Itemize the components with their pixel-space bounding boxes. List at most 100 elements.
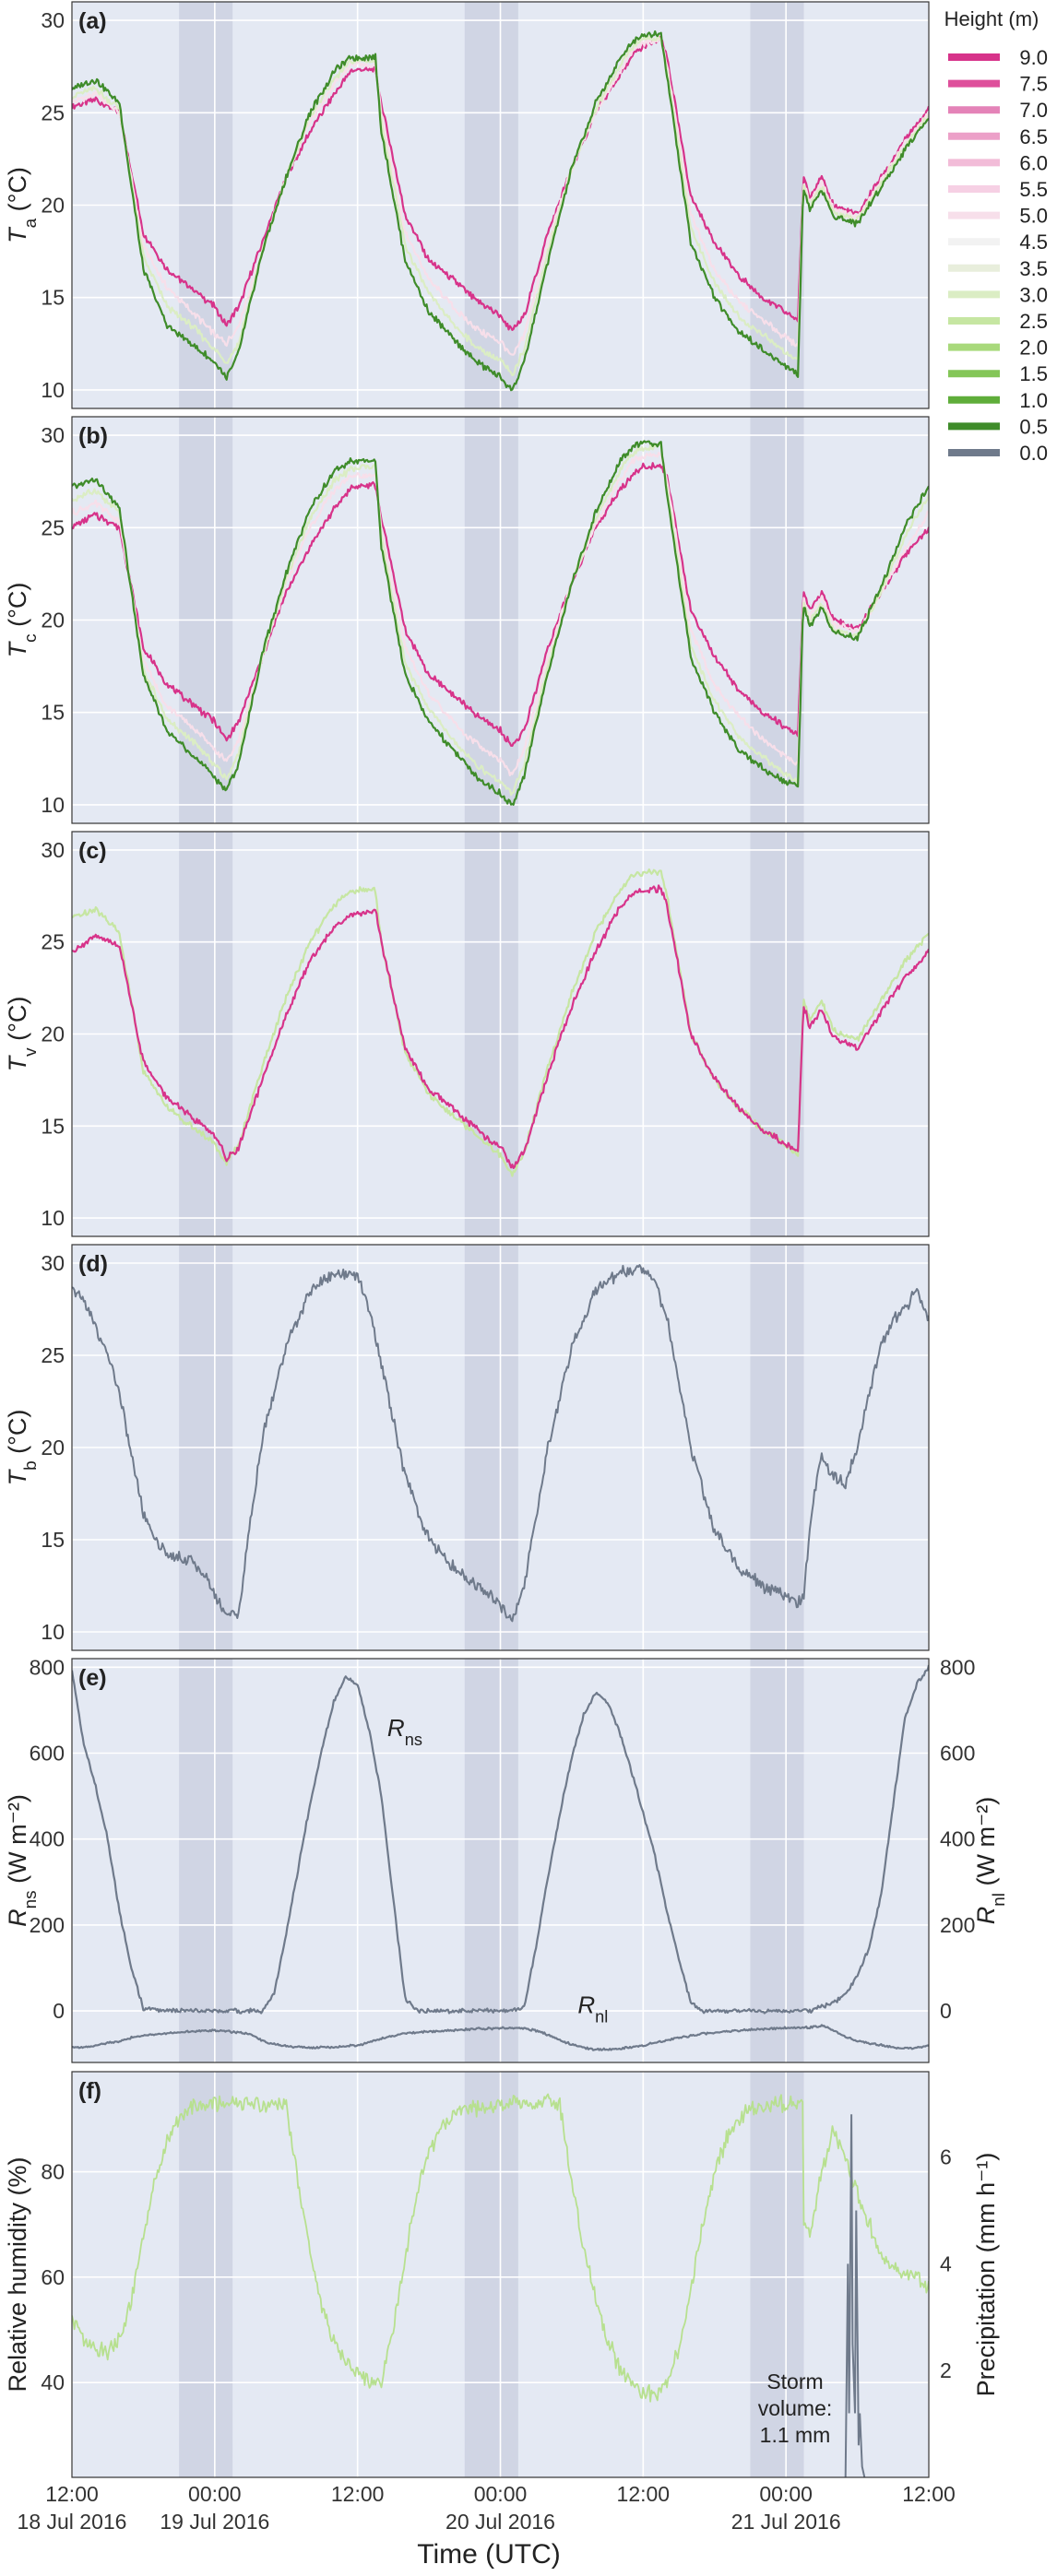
series-label: Rns [387, 1714, 422, 1749]
y-tick-label: 200 [30, 1913, 65, 1937]
chart-panel-a: 10 15 20 25 30 Ta (°C) (a) [4, 1, 930, 409]
y-tick-label: 800 [30, 1655, 65, 1679]
night-band [179, 1659, 233, 2062]
legend-label: 2.0 [1019, 337, 1048, 360]
plot-frame [71, 2071, 930, 2478]
y2-tick-label: 6 [940, 2145, 952, 2169]
series-line [72, 1264, 929, 1623]
x-tick-label: 00:00 [759, 2482, 813, 2506]
plot-frame [71, 1658, 930, 2063]
x-tick-label: 12:00 [331, 2482, 385, 2506]
plot-frame [71, 831, 930, 1237]
y2-axis-title: Precipitation (mm h⁻¹) [972, 2153, 1000, 2397]
series-line [72, 462, 929, 747]
y-tick-label: 25 [41, 1343, 65, 1367]
series-line [72, 35, 929, 356]
y-tick-label: 30 [41, 1251, 65, 1275]
chart-panel-e: 0 200 400 600 800 0 200 400 600 800 Rns (W m⁻²) Rnl… [4, 1655, 1009, 2063]
series-group [72, 868, 929, 1177]
y2-tick-label: 200 [940, 1913, 975, 1937]
y-tick-label: 20 [41, 1436, 65, 1459]
panel-label: (d) [78, 1251, 108, 1277]
x-tick-label: 12:00 [617, 2482, 671, 2506]
y-axis-title: Ta (°C) [4, 167, 41, 243]
legend: Height (m) 9.0 7.5 7.0 6.5 6.0 5.5 5.04.5 3.5 3.0… [944, 7, 1048, 465]
y2-axis-title: Rnl (W m⁻²) [972, 1797, 1009, 1924]
plot-frame [71, 1244, 930, 1651]
y-axis-title: Rns (W m⁻²) [4, 1794, 41, 1927]
panel-label: (e) [78, 1665, 107, 1691]
plot-frame [71, 1, 930, 409]
x-tick-label: 00:00 [188, 2482, 242, 2506]
y-tick-label: 30 [41, 838, 65, 862]
x-axis-title: Time (UTC) [417, 2539, 561, 2570]
chart-panel-b: 10 15 20 25 30 Tc (°C) (b) [4, 416, 930, 824]
y-tick-label: 600 [30, 1742, 65, 1766]
legend-label: 6.0 [1019, 151, 1048, 174]
y-tick-label: 30 [41, 8, 65, 32]
y-tick-label: 400 [30, 1827, 65, 1851]
y2-tick-label: 2 [940, 2358, 952, 2382]
series-line [72, 2024, 929, 2051]
y2-tick-label: 4 [940, 2251, 952, 2275]
night-band [750, 1659, 804, 2062]
y-tick-label: 10 [41, 1620, 65, 1644]
y-axis-title: Relative humidity (%) [4, 2157, 31, 2392]
legend-label: 5.0 [1019, 205, 1048, 228]
series-group [72, 2093, 929, 2477]
series-label: Rnl [577, 1991, 608, 2026]
series-line [72, 440, 929, 806]
x-tick-date-label: 18 Jul 2016 [18, 2510, 127, 2534]
legend-label: 3.5 [1019, 257, 1048, 280]
chart-panel-d: 10 15 20 25 30 Tb (°C) (d) [4, 1244, 930, 1651]
series-group [72, 1264, 929, 1623]
y2-tick-label: 600 [940, 1742, 975, 1766]
y-tick-label: 40 [41, 2370, 65, 2394]
y-tick-label: 20 [41, 194, 65, 218]
y2-tick-label: 0 [940, 1999, 952, 2023]
x-axis: Time (UTC) 12:00 18 Jul 2016 00:00 19 Jul 2… [18, 2482, 956, 2570]
series-line [72, 884, 929, 1169]
legend-label: 7.0 [1019, 99, 1048, 122]
legend-label: 0.0 [1019, 442, 1048, 465]
series-line [72, 35, 929, 331]
y-tick-label: 60 [41, 2265, 65, 2289]
x-tick-label: 00:00 [474, 2482, 528, 2506]
y-tick-label: 10 [41, 378, 65, 402]
legend-label: 7.5 [1019, 73, 1048, 96]
series-line [72, 2093, 929, 2403]
x-tick-date-label: 21 Jul 2016 [731, 2510, 841, 2534]
panel-label: (a) [78, 8, 107, 34]
series-line [72, 443, 929, 797]
legend-label: 6.5 [1019, 125, 1048, 148]
series-line [72, 30, 929, 392]
y-tick-label: 15 [41, 1528, 65, 1552]
legend-label: 2.5 [1019, 310, 1048, 333]
y-tick-label: 0 [53, 1999, 65, 2023]
y-tick-label: 20 [41, 609, 65, 632]
x-tick-date-label: 20 Jul 2016 [445, 2510, 555, 2534]
legend-label: 3.0 [1019, 283, 1048, 306]
panel-label: (f) [78, 2078, 101, 2104]
chart-panel-c: 10 15 20 25 30 Tv (°C) (c) [4, 831, 930, 1237]
y2-tick-label: 400 [940, 1827, 975, 1851]
series-line [72, 1664, 929, 2015]
legend-title: Height (m) [944, 7, 1039, 30]
chart-panel-f: 40 60 80 2 4 6 Relative humidity (%) Precipitat… [4, 2071, 1000, 2478]
y-tick-label: 30 [41, 423, 65, 447]
series-line [72, 452, 929, 776]
panel-label: (b) [78, 423, 108, 449]
y-tick-label: 80 [41, 2160, 65, 2184]
legend-label: 9.0 [1019, 46, 1048, 69]
x-tick-date-label: 19 Jul 2016 [160, 2510, 269, 2534]
legend-label: 0.5 [1019, 415, 1048, 438]
y-tick-label: 10 [41, 793, 65, 817]
y-tick-label: 20 [41, 1022, 65, 1046]
series-group [72, 440, 929, 806]
y-tick-label: 25 [41, 515, 65, 539]
legend-label: 1.5 [1019, 362, 1048, 385]
x-tick-label: 12:00 [45, 2482, 99, 2506]
y-tick-label: 25 [41, 100, 65, 124]
